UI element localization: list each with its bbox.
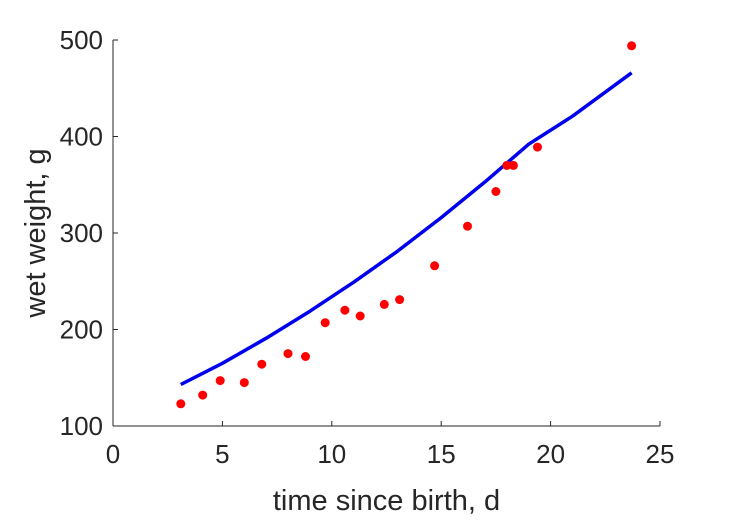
data-point [239, 378, 249, 388]
x-tick-label: 15 [427, 439, 456, 469]
data-point [340, 305, 350, 315]
data-point [257, 359, 267, 369]
y-axis-label: wet weight, g [20, 148, 52, 318]
data-point [283, 349, 293, 359]
data-point [176, 399, 186, 409]
x-tick-label: 25 [646, 439, 675, 469]
x-tick-label: 0 [106, 439, 120, 469]
ticks: 0 5 10 15 20 25 100 200 300 400 500 [60, 25, 675, 469]
y-tick-label: 100 [60, 411, 103, 441]
y-tick-label: 500 [60, 25, 103, 55]
x-tick-label: 10 [317, 439, 346, 469]
data-point [463, 221, 472, 231]
data-point [533, 142, 542, 152]
data-point [215, 376, 225, 386]
fit-curve-line [180, 71, 633, 387]
data-point [320, 318, 330, 328]
data-point [395, 295, 405, 305]
x-tick-label: 5 [215, 439, 229, 469]
x-axis-label: time since birth, d [273, 485, 500, 517]
data-point [198, 390, 208, 400]
data-point [301, 352, 310, 361]
y-tick-label: 400 [60, 122, 103, 152]
fit-curve-layer [180, 71, 633, 387]
data-point [502, 160, 512, 170]
data-point [379, 299, 389, 309]
data-point [508, 160, 518, 170]
axes [112, 40, 660, 427]
x-tick-label: 20 [536, 439, 565, 469]
data-point [491, 187, 501, 196]
data-point [627, 41, 637, 51]
y-tick-label: 200 [60, 315, 103, 345]
data-points-layer [176, 41, 637, 409]
data-point [430, 261, 440, 271]
data-point [355, 311, 365, 321]
y-tick-label: 300 [60, 218, 103, 248]
